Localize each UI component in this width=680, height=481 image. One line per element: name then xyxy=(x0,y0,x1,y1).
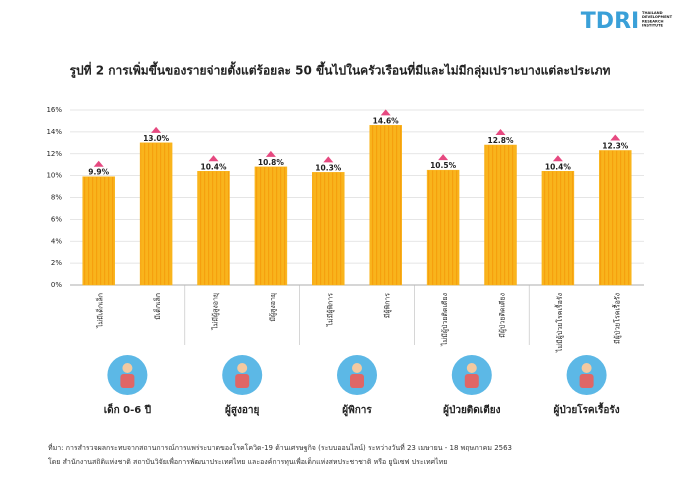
value-label: 12.8% xyxy=(487,136,514,145)
marker-triangle xyxy=(438,154,449,161)
bar xyxy=(197,171,230,286)
x-tick-label: มีผู้พิการ xyxy=(384,293,392,318)
y-tick-label: 0% xyxy=(51,281,62,289)
group-icon-figure xyxy=(235,374,250,388)
group-icon-figure xyxy=(466,363,477,373)
group-label: เด็ก 0-6 ปี xyxy=(104,402,151,416)
x-tick-label: ไม่มีเด็กเล็ก xyxy=(96,293,105,329)
x-tick-label: มีเด็กเล็ก xyxy=(153,293,162,320)
bar xyxy=(254,166,288,286)
group-label: ผู้พิการ xyxy=(342,404,372,417)
value-label: 12.3% xyxy=(602,141,629,150)
group-icon-figure xyxy=(579,374,594,388)
group-icon-figure xyxy=(350,374,364,388)
group-icon-figure xyxy=(120,374,135,388)
marker-triangle xyxy=(495,129,506,135)
y-tick-label: 2% xyxy=(51,259,62,267)
logo-line: INSTITUTE xyxy=(642,24,664,28)
value-label: 14.6% xyxy=(373,116,400,125)
group-label: ผู้ป่วยติดเตียง xyxy=(443,404,500,417)
source-note: ที่มา: การสำรวจผลกระทบจากสถานการณ์การแพร… xyxy=(48,443,512,452)
value-label: 13.0% xyxy=(143,134,170,143)
y-tick-label: 10% xyxy=(46,172,62,180)
logo-line: RESEARCH xyxy=(642,19,663,23)
y-tick-label: 4% xyxy=(51,237,62,245)
x-tick-label: มีผู้ป่วยโรคเรื้อรัง xyxy=(610,293,621,344)
marker-triangle xyxy=(265,150,276,157)
chart-title: รูปที่ 2 การเพิ่มขึ้นของรายจ่ายตั้งแต่ร้… xyxy=(70,61,611,79)
value-label: 10.4% xyxy=(200,162,227,171)
bar xyxy=(369,125,402,286)
marker-triangle xyxy=(552,155,563,162)
bar xyxy=(541,171,575,286)
logo-line: THAILAND xyxy=(642,11,663,15)
y-tick-label: 14% xyxy=(46,128,62,136)
marker-triangle xyxy=(208,155,219,162)
group-icon-figure xyxy=(464,374,479,388)
bar xyxy=(312,172,345,286)
bar xyxy=(82,176,115,286)
bar xyxy=(599,150,632,286)
x-tick-label: มีผู้ป่วยติดเตียง xyxy=(499,293,507,338)
bar xyxy=(139,142,173,286)
group-icon-figure xyxy=(122,363,133,373)
x-tick-label: มีผู้สูงอายุ xyxy=(269,293,277,322)
logo-line: DEVELOPMENT xyxy=(642,15,673,19)
y-tick-label: 16% xyxy=(46,106,62,114)
value-label: 9.9% xyxy=(88,168,109,177)
marker-triangle xyxy=(323,156,334,163)
logo-title: TDRI xyxy=(581,9,639,34)
group-icon-figure xyxy=(581,363,592,373)
value-label: 10.5% xyxy=(430,161,457,170)
y-tick-label: 8% xyxy=(51,194,62,202)
y-tick-label: 12% xyxy=(46,150,62,158)
group-label: ผู้สูงอายุ xyxy=(225,404,259,417)
x-tick-label: ไม่มีผู้ป่วยติดเตียง xyxy=(440,293,449,347)
value-label: 10.4% xyxy=(545,162,572,171)
x-tick-label: ไม่มีผู้พิการ xyxy=(325,293,334,328)
marker-triangle xyxy=(151,126,162,133)
bar xyxy=(426,169,460,286)
marker-triangle xyxy=(93,160,104,167)
marker-triangle xyxy=(380,109,391,116)
group-icon-figure xyxy=(237,363,248,373)
x-tick-label: ไม่มีผู้ป่วยโรคเรื้อรัง xyxy=(553,293,564,353)
x-tick-label: ไม่มีผู้สูงอายุ xyxy=(211,293,220,331)
group-icon-figure xyxy=(352,363,362,373)
group-label: ผู้ป่วยโรคเรื้อรัง xyxy=(554,402,620,417)
marker-triangle xyxy=(610,134,621,141)
source-note: โดย สำนักงานสถิติแห่งชาติ สถาบันวิจัยเพื… xyxy=(48,457,447,466)
bar xyxy=(484,144,517,286)
value-label: 10.3% xyxy=(315,163,342,172)
y-tick-label: 6% xyxy=(51,215,62,223)
value-label: 10.8% xyxy=(258,158,285,167)
